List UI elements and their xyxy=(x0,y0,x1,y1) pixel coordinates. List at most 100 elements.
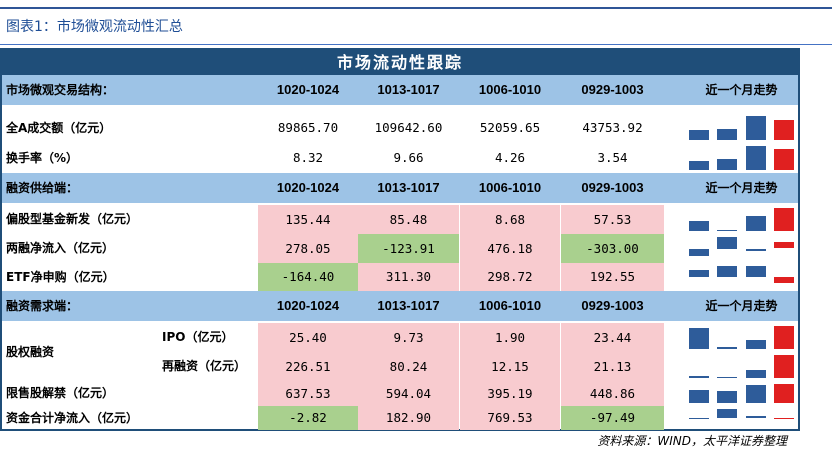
row-label: 全A成交额（亿元） xyxy=(6,121,112,135)
table-cell: 1.90 xyxy=(460,323,560,352)
trend-column-header: 近一个月走势 xyxy=(705,181,778,195)
trend-mini-chart xyxy=(685,381,798,406)
caption-rule xyxy=(0,44,832,45)
trend-bar xyxy=(745,146,766,170)
trend-bar xyxy=(773,241,794,249)
table-cell: 769.53 xyxy=(460,406,560,430)
table-cell: 109642.60 xyxy=(358,113,459,143)
trend-bar xyxy=(745,415,766,418)
trend-bar xyxy=(717,229,738,231)
table-cell: 594.04 xyxy=(358,381,459,406)
table-cell: 21.13 xyxy=(561,352,664,381)
table-cell: 80.24 xyxy=(358,352,459,381)
trend-bar xyxy=(745,216,766,231)
trend-bar xyxy=(745,248,766,252)
column-header: 1006-1010 xyxy=(478,82,542,97)
row-label: 换手率（%） xyxy=(6,151,79,165)
table-cell: 85.48 xyxy=(358,205,459,234)
table-cell: 12.15 xyxy=(460,352,560,381)
top-rule xyxy=(0,7,832,9)
table-cell: 25.40 xyxy=(258,323,358,352)
trend-column-header: 近一个月走势 xyxy=(705,299,778,313)
trend-bar xyxy=(689,327,710,349)
source-note: 资料来源：WIND，太平洋证券整理 xyxy=(597,434,787,448)
column-header: 1020-1024 xyxy=(276,82,340,97)
table-cell: -123.91 xyxy=(358,234,459,263)
column-header: 0929-1003 xyxy=(581,180,644,195)
section-header-band xyxy=(2,173,798,203)
table-title: 市场流动性跟踪 xyxy=(2,50,798,75)
table-cell: 43753.92 xyxy=(561,113,664,143)
row-label: 资金合计净流入（亿元） xyxy=(6,411,139,425)
trend-bar xyxy=(717,347,738,349)
trend-bar xyxy=(689,375,710,378)
section-header-label: 融资供给端： xyxy=(6,181,79,195)
row-label: 限售股解禁（亿元） xyxy=(6,386,115,400)
trend-bar xyxy=(717,128,738,140)
table-cell: 135.44 xyxy=(258,205,358,234)
table-cell: 8.32 xyxy=(258,143,358,173)
group-label: 股权融资 xyxy=(6,345,55,359)
table-cell: 476.18 xyxy=(460,234,560,263)
trend-mini-chart xyxy=(685,205,798,234)
column-header: 1013-1017 xyxy=(377,298,440,313)
column-header: 1020-1024 xyxy=(276,180,340,195)
table-cell: 9.66 xyxy=(358,143,459,173)
trend-mini-chart xyxy=(685,113,798,143)
table-cell: 4.26 xyxy=(460,143,560,173)
table-cell: 9.73 xyxy=(358,323,459,352)
table-cell: -164.40 xyxy=(258,263,358,291)
trend-mini-chart xyxy=(685,406,798,430)
trend-mini-chart xyxy=(685,234,798,263)
table-cell: -2.82 xyxy=(258,406,358,430)
table-cell: 182.90 xyxy=(358,406,459,430)
trend-bar xyxy=(773,384,794,403)
table-cell: 278.05 xyxy=(258,234,358,263)
table-cell: -303.00 xyxy=(561,234,664,263)
table-cell: 448.86 xyxy=(561,381,664,406)
trend-bar xyxy=(689,418,710,420)
trend-bar xyxy=(773,355,794,378)
column-header: 1013-1017 xyxy=(377,82,440,97)
trend-bar xyxy=(689,221,710,231)
trend-bar xyxy=(773,120,794,140)
trend-bar xyxy=(773,277,794,283)
table-cell: 52059.65 xyxy=(460,113,560,143)
row-label: ETF净申购（亿元） xyxy=(6,270,115,284)
trend-mini-chart xyxy=(685,143,798,173)
row-label: IPO（亿元） xyxy=(162,330,234,344)
trend-bar xyxy=(717,237,738,249)
trend-bar xyxy=(717,159,738,170)
trend-bar xyxy=(689,161,710,170)
figure-caption: 图表1：市场微观流动性汇总 xyxy=(6,19,183,35)
section-header-band xyxy=(2,75,798,105)
table-cell: 298.72 xyxy=(460,263,560,291)
table-cell: 311.30 xyxy=(358,263,459,291)
row-label: 再融资（亿元） xyxy=(162,359,247,373)
table-cell: 57.53 xyxy=(561,205,664,234)
trend-bar xyxy=(689,248,710,256)
table-cell: 3.54 xyxy=(561,143,664,173)
table-cell: 192.55 xyxy=(561,263,664,291)
trend-bar xyxy=(773,418,794,419)
trend-column-header: 近一个月走势 xyxy=(705,83,778,97)
row-label: 偏股型基金新发（亿元） xyxy=(6,212,139,226)
trend-mini-chart xyxy=(685,263,798,291)
table-cell: 395.19 xyxy=(460,381,560,406)
column-header: 1020-1024 xyxy=(276,298,340,313)
table-cell: 226.51 xyxy=(258,352,358,381)
trend-bar xyxy=(689,130,710,140)
trend-bar xyxy=(689,270,710,277)
trend-bar xyxy=(745,340,766,349)
trend-bar xyxy=(717,266,738,277)
liquidity-table: 市场流动性跟踪 市场微观交易结构： 1020-1024 1013-1017 1006-… xyxy=(0,48,800,431)
table-cell: 8.68 xyxy=(460,205,560,234)
trend-bar xyxy=(717,391,738,403)
trend-bar xyxy=(745,385,766,403)
trend-mini-chart xyxy=(685,352,798,381)
trend-bar xyxy=(745,266,766,277)
trend-bar xyxy=(773,149,794,170)
table-cell: 637.53 xyxy=(258,381,358,406)
trend-bar xyxy=(689,389,710,403)
trend-bar xyxy=(745,369,766,378)
